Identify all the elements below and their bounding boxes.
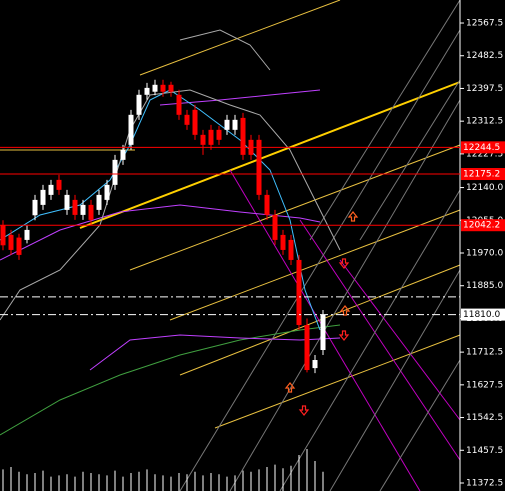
y-tick-label: 12140.0 xyxy=(466,183,503,193)
candle-body xyxy=(8,234,14,250)
channel-line xyxy=(129,144,461,271)
candle-body xyxy=(64,194,70,210)
up-arrow xyxy=(347,211,359,222)
down-arrow xyxy=(298,405,310,416)
level-label: 11810.0 xyxy=(463,310,500,320)
candle-body xyxy=(80,204,86,215)
fan-line xyxy=(279,189,461,491)
candle-body xyxy=(96,194,102,210)
bollinger-band xyxy=(179,29,271,71)
candle-body xyxy=(216,129,222,140)
y-tick-label: 11970.0 xyxy=(466,249,503,259)
candle-body xyxy=(232,119,238,130)
fan-line xyxy=(359,79,461,241)
candle-body xyxy=(240,117,246,155)
channel-line xyxy=(169,209,461,321)
level-label-box xyxy=(461,141,505,154)
candle-body xyxy=(160,84,166,92)
fan-line xyxy=(179,29,461,491)
up-arrow xyxy=(284,382,296,393)
channel-line xyxy=(214,334,461,429)
y-tick-label: 11712.5 xyxy=(466,348,503,358)
trend-lines xyxy=(0,0,461,491)
level-label-box xyxy=(461,168,505,181)
candle-body xyxy=(152,84,158,92)
candle-body xyxy=(256,139,262,195)
candle-body xyxy=(264,194,270,215)
candle-body xyxy=(40,189,46,205)
y-tick-label: 12482.5 xyxy=(466,51,503,61)
y-tick-label: 12567.5 xyxy=(466,19,503,29)
candle-body xyxy=(272,214,278,240)
candle-body xyxy=(128,114,134,145)
moving-average xyxy=(0,204,321,261)
candle-body xyxy=(72,199,78,215)
candle-body xyxy=(16,237,22,255)
candle-body xyxy=(224,119,230,130)
candle-body xyxy=(288,239,294,260)
candle-body xyxy=(120,149,126,160)
candle-body xyxy=(192,109,198,135)
y-tick-label: 11885.0 xyxy=(466,281,503,291)
moving-average xyxy=(159,89,321,106)
candle-body xyxy=(296,259,302,325)
candle-body xyxy=(136,94,142,115)
channel-line xyxy=(79,81,461,229)
candle-body xyxy=(144,87,150,95)
candle-body xyxy=(208,129,214,145)
candle-body xyxy=(168,84,174,92)
candle-body xyxy=(200,134,206,145)
candle-body xyxy=(176,94,182,115)
candle-body xyxy=(320,314,326,351)
y-tick-label: 11542.5 xyxy=(466,413,503,423)
candle-body xyxy=(104,184,110,200)
down-arrow xyxy=(338,330,350,341)
y-tick-label: 12397.5 xyxy=(466,84,503,94)
level-label-box xyxy=(461,308,505,321)
fan-line xyxy=(329,269,461,491)
candle-body xyxy=(304,324,310,371)
fan-line xyxy=(229,99,461,491)
level-label: 12175.2 xyxy=(463,170,500,180)
moving-average xyxy=(0,324,341,436)
level-label: 12042.2 xyxy=(463,221,500,231)
level-label: 12244.5 xyxy=(463,143,500,153)
candle-body xyxy=(0,225,6,246)
candle-body xyxy=(312,360,318,369)
candle-body xyxy=(88,204,94,220)
down-arrow xyxy=(338,258,350,269)
y-tick-label: 11627.5 xyxy=(466,380,503,390)
y-tick-label: 12312.5 xyxy=(466,117,503,127)
bollinger-band xyxy=(0,89,341,321)
level-label-box xyxy=(461,219,505,232)
channel-line xyxy=(179,264,461,376)
fan-line xyxy=(299,219,461,461)
candle-body xyxy=(280,234,286,250)
candle-body xyxy=(184,114,190,125)
fan-line xyxy=(309,0,461,241)
candle-body xyxy=(48,184,54,195)
candle-body xyxy=(24,229,30,240)
y-tick-label: 11372.5 xyxy=(466,478,503,488)
candle-body xyxy=(32,199,38,216)
candle-body xyxy=(56,179,62,190)
y-tick-label: 11457.5 xyxy=(466,446,503,456)
up-arrow xyxy=(339,305,351,316)
y-tick-label: 12227.5 xyxy=(466,149,503,159)
fan-line xyxy=(379,359,461,491)
candle-body xyxy=(112,159,118,185)
signal-arrows xyxy=(284,211,359,416)
channel-line xyxy=(139,0,341,76)
